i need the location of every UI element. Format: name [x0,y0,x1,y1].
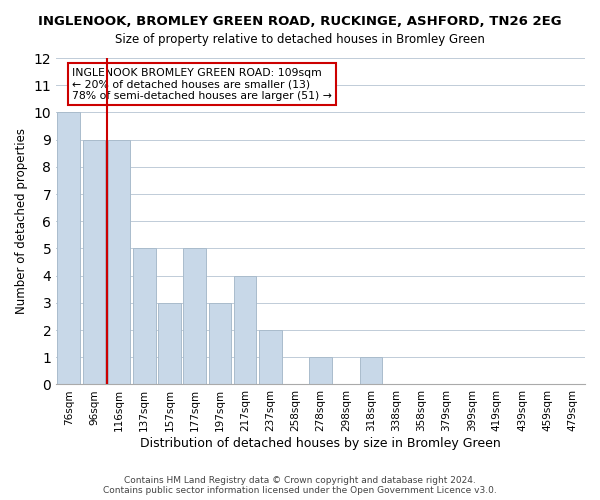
Text: INGLENOOK BROMLEY GREEN ROAD: 109sqm
← 20% of detached houses are smaller (13)
7: INGLENOOK BROMLEY GREEN ROAD: 109sqm ← 2… [72,68,332,101]
Bar [234,276,256,384]
Bar [209,303,231,384]
Bar [108,140,130,384]
Bar [259,330,281,384]
Bar [58,112,80,384]
Text: Contains HM Land Registry data © Crown copyright and database right 2024.
Contai: Contains HM Land Registry data © Crown c… [103,476,497,495]
Bar [309,358,332,384]
Bar [359,358,382,384]
Bar [158,303,181,384]
X-axis label: Distribution of detached houses by size in Bromley Green: Distribution of detached houses by size … [140,437,501,450]
Bar [133,248,155,384]
Y-axis label: Number of detached properties: Number of detached properties [15,128,28,314]
Bar [184,248,206,384]
Text: Size of property relative to detached houses in Bromley Green: Size of property relative to detached ho… [115,32,485,46]
Text: INGLENOOK, BROMLEY GREEN ROAD, RUCKINGE, ASHFORD, TN26 2EG: INGLENOOK, BROMLEY GREEN ROAD, RUCKINGE,… [38,15,562,28]
Bar [83,140,105,384]
